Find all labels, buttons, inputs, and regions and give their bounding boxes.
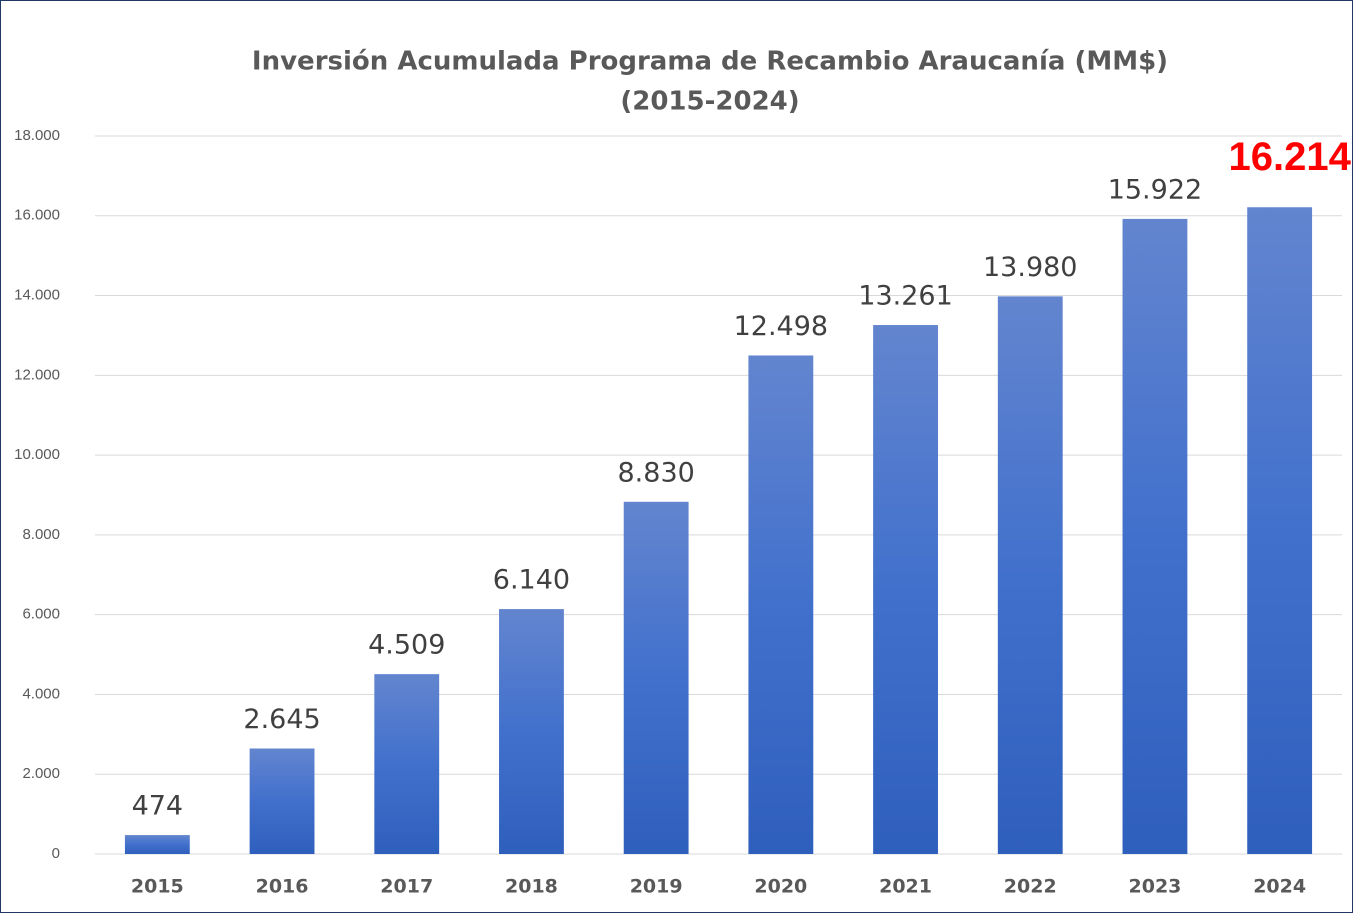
value-label: 15.922 [1108,174,1202,205]
x-tick-label: 2019 [630,876,683,898]
y-tick-label: 18.000 [14,127,60,144]
value-label: 2.645 [243,704,320,735]
y-tick-label: 12.000 [14,366,60,383]
x-tick-label: 2017 [380,876,433,898]
y-tick-label: 2.000 [22,765,60,782]
x-tick-label: 2022 [1004,876,1057,898]
bar [1247,207,1313,854]
bar [124,835,190,854]
bar [499,609,564,854]
bar [1122,218,1188,855]
y-tick-label: 16.000 [14,207,60,224]
value-label: 4.509 [368,630,445,661]
x-tick-label: 2024 [1253,876,1306,898]
y-tick-label: 10.000 [14,446,60,463]
y-tick-label: 8.000 [22,526,60,543]
value-label: 474 [132,791,184,822]
bar [873,325,938,854]
chart-subtitle: (2015-2024) [620,87,799,117]
value-label: 16.214 [1228,135,1351,179]
value-label: 12.498 [734,311,828,342]
x-tick-label: 2021 [879,876,932,898]
chart-title: Inversión Acumulada Programa de Recambio… [252,47,1168,77]
y-tick-label: 0 [52,845,60,862]
bar [374,674,440,854]
value-label: 6.140 [493,565,570,596]
x-tick-label: 2018 [505,876,558,898]
value-label: 13.261 [858,281,952,312]
value-label: 8.830 [618,457,695,488]
y-tick-label: 4.000 [22,685,60,702]
x-tick-label: 2016 [256,876,309,898]
bar [623,501,689,854]
y-tick-label: 14.000 [14,287,60,304]
x-tick-label: 2023 [1129,876,1182,898]
x-tick-label: 2020 [754,876,807,898]
bar [748,355,814,854]
y-tick-label: 6.000 [22,606,60,623]
bar [997,296,1063,854]
x-tick-label: 2015 [131,876,184,898]
bar [249,748,315,854]
value-label: 13.980 [983,252,1077,283]
